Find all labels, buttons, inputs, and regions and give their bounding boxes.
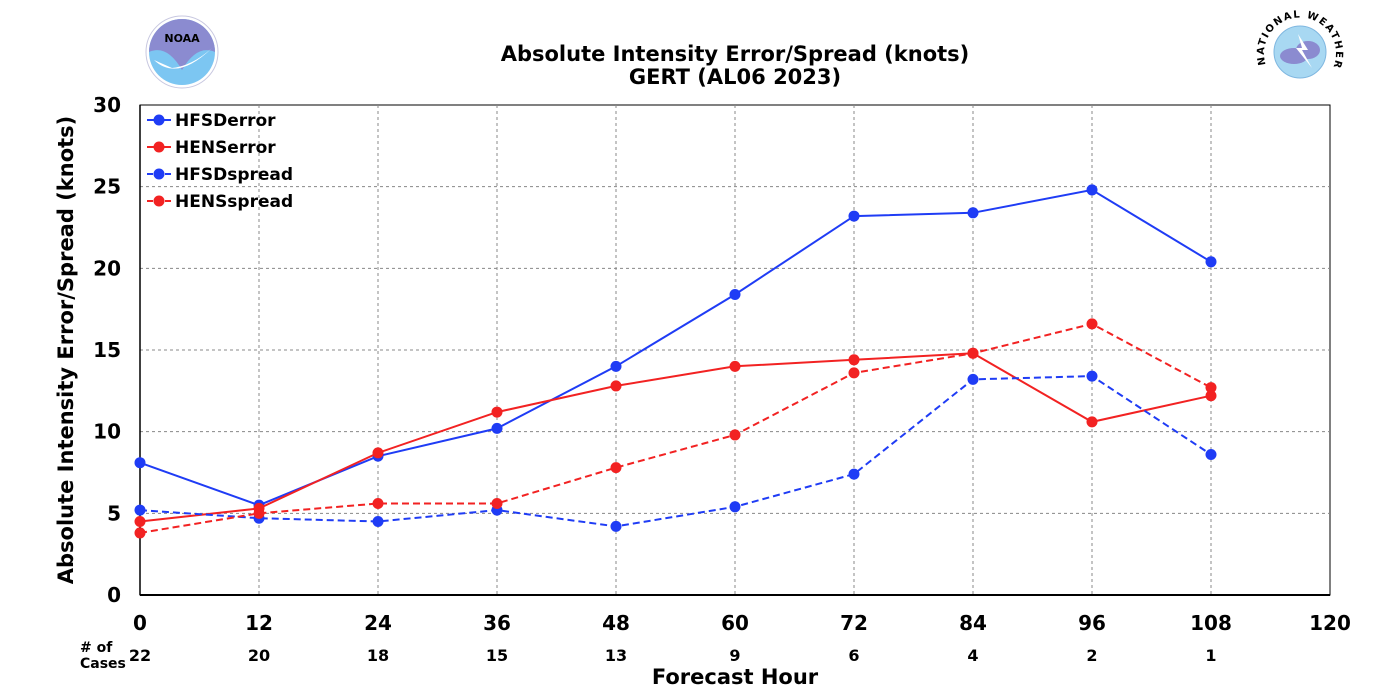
x-tick-label: 36 [483, 611, 511, 635]
legend-item: HFSDspread [147, 165, 293, 185]
data-point [848, 468, 860, 480]
data-point [1086, 184, 1098, 196]
x-tick-label: 0 [133, 611, 147, 635]
data-point [372, 498, 384, 510]
x-tick-label: 108 [1190, 611, 1232, 635]
x-tick-label: 12 [245, 611, 273, 635]
y-tick-label: 30 [93, 93, 121, 117]
y-tick-label: 20 [93, 256, 121, 280]
data-point [253, 507, 265, 519]
x-tick-label: 48 [602, 611, 630, 635]
data-point [967, 373, 979, 385]
data-point [848, 367, 860, 379]
chart-title: Absolute Intensity Error/Spread (knots) [501, 42, 970, 66]
legend-label: HENSerror [175, 138, 276, 158]
data-point [1205, 382, 1217, 394]
data-point [848, 354, 860, 366]
data-point [491, 422, 503, 434]
y-tick-label: 0 [107, 583, 121, 607]
series-line [139, 322, 1212, 534]
case-count: 2 [1086, 646, 1097, 665]
cases-header: Cases [80, 656, 126, 672]
y-tick-label: 5 [107, 501, 121, 525]
legend-swatch-marker [153, 141, 165, 153]
data-point [729, 501, 741, 513]
data-point [372, 516, 384, 527]
data-point [1205, 256, 1217, 268]
case-count: 4 [967, 646, 978, 665]
noaa-logo-text: NOAA [164, 32, 200, 45]
data-point [1086, 318, 1098, 330]
data-point [134, 504, 146, 516]
x-tick-label: 60 [721, 611, 749, 635]
case-count: 9 [729, 646, 740, 665]
legend-label: HFSDerror [175, 111, 276, 131]
data-point [1205, 449, 1217, 461]
case-count: 20 [248, 646, 270, 665]
legend-label: HFSDspread [175, 165, 293, 185]
data-point [729, 360, 741, 372]
data-point [610, 462, 622, 474]
case-count: 6 [848, 646, 859, 665]
noaa-logo: NOAA [145, 15, 219, 89]
data-point [967, 207, 979, 219]
case-count: 15 [486, 646, 508, 665]
data-point [967, 347, 979, 359]
legend-item: HENSspread [147, 192, 293, 212]
x-tick-label: 84 [959, 611, 987, 635]
cases-header: # of [80, 640, 113, 656]
data-point [491, 498, 503, 510]
case-count: 1 [1205, 646, 1216, 665]
x-axis-label: Forecast Hour [652, 665, 819, 689]
x-tick-label: 72 [840, 611, 868, 635]
case-count: 13 [605, 646, 627, 665]
data-point [1086, 416, 1098, 428]
legend-swatch-marker [153, 168, 165, 180]
legend-item: HFSDerror [147, 111, 276, 131]
data-point [610, 360, 622, 372]
data-point [1086, 370, 1098, 382]
legend-item: HENSerror [147, 138, 276, 158]
data-point [1205, 390, 1217, 402]
data-point [610, 520, 622, 532]
x-tick-label: 24 [364, 611, 392, 635]
series-HENSspread [134, 318, 1217, 539]
data-point [134, 457, 146, 469]
series-line [139, 352, 1212, 523]
y-tick-label: 15 [93, 338, 121, 362]
nws-logo: NATIONAL WEATHER SERVICE [1256, 9, 1343, 88]
legend-swatch-marker [153, 195, 165, 207]
y-axis-label: Absolute Intensity Error/Spread (knots) [54, 116, 78, 585]
data-point [729, 288, 741, 300]
data-point [491, 406, 503, 418]
legend: HFSDerror HENSerror HFSDspread HENSspread [147, 111, 293, 212]
legend-swatch-marker [153, 114, 165, 126]
data-point [848, 210, 860, 222]
data-point [610, 380, 622, 392]
case-count: 18 [367, 646, 389, 665]
legend-label: HENSspread [175, 192, 293, 212]
case-count: 22 [129, 646, 151, 665]
data-point [372, 447, 384, 459]
y-tick-label: 25 [93, 175, 121, 199]
y-tick-label: 10 [93, 420, 121, 444]
series-line [139, 375, 1212, 528]
tick-labels: 0 12 24 36 48 60 72 84 96 108 120 0 5 10 15 20 25 30 [93, 93, 1351, 635]
data-point [134, 516, 146, 527]
data-point [729, 429, 741, 441]
x-tick-label: 120 [1309, 611, 1351, 635]
data-point [134, 527, 146, 539]
chart-subtitle: GERT (AL06 2023) [629, 65, 841, 89]
x-tick-label: 96 [1078, 611, 1106, 635]
series-group [134, 184, 1217, 539]
